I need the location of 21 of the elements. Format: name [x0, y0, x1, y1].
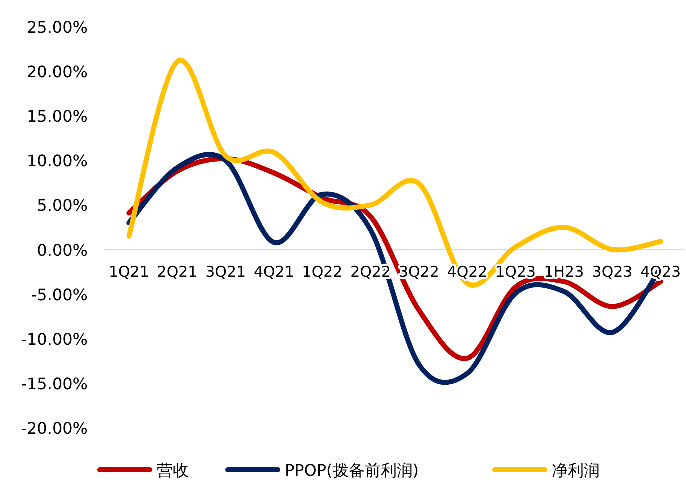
y-tick-label: 0.00%: [37, 240, 88, 260]
x-tick-label: 1Q21: [108, 262, 150, 281]
x-tick-label: 3Q21: [206, 262, 246, 281]
x-tick-label: 1Q23: [496, 262, 536, 281]
legend-label: PPOP(拨备前利润): [285, 461, 420, 480]
y-tick-label: 10.00%: [26, 152, 88, 171]
legend-label: 净利润: [552, 461, 600, 480]
y-tick-label: -5.00%: [31, 285, 88, 304]
y-tick-label: 20.00%: [26, 62, 88, 82]
x-tick-label: 2Q21: [157, 262, 198, 281]
y-tick-label: -10.00%: [21, 330, 88, 349]
y-tick-label: -15.00%: [21, 374, 88, 394]
y-tick-label: 5.00%: [37, 196, 88, 216]
y-tick-label: -20.00%: [21, 419, 88, 438]
legend-label: 营收: [157, 461, 189, 480]
y-tick-label: 25.00%: [26, 18, 88, 37]
y-tick-label: 15.00%: [26, 107, 88, 126]
x-tick-label: 3Q23: [592, 262, 633, 281]
x-tick-label: 4Q21: [254, 262, 294, 281]
x-tick-label: 1H23: [544, 262, 584, 281]
x-tick-label: 1Q22: [302, 262, 343, 281]
